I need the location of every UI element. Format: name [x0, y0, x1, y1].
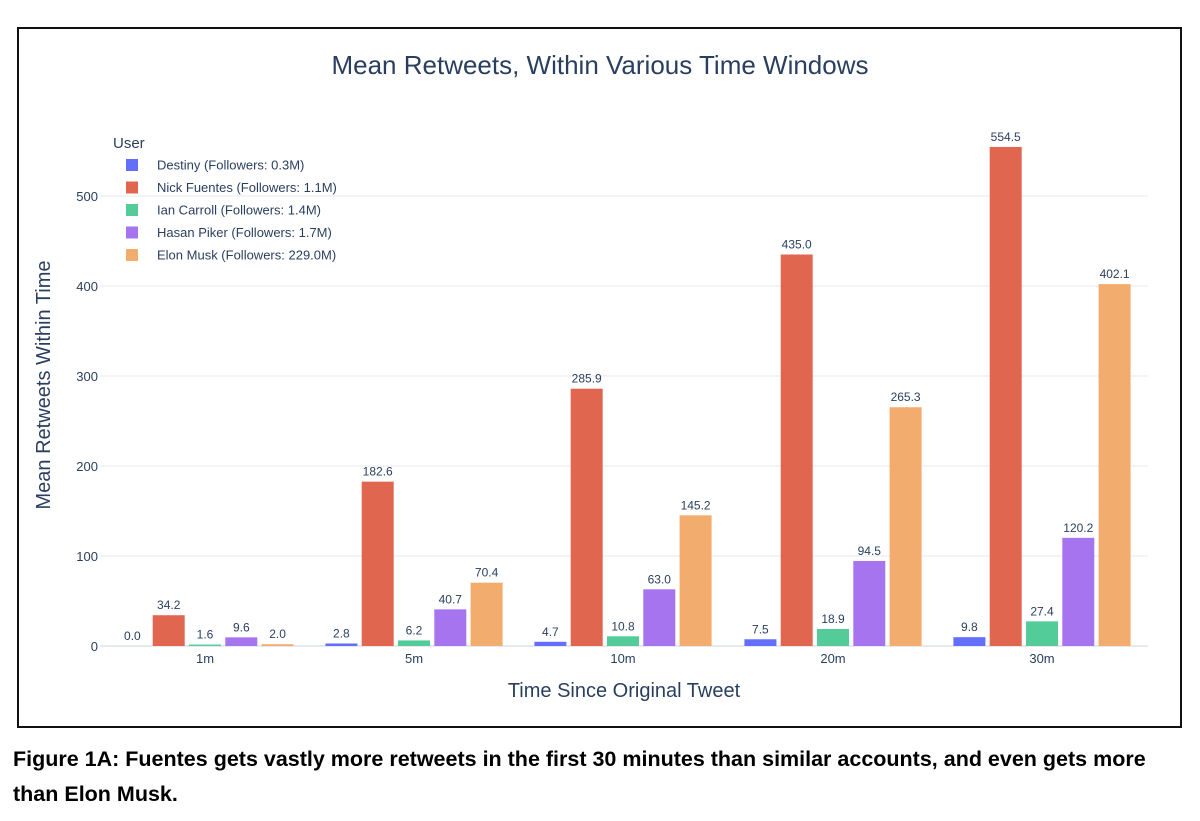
- bar-value-label: 9.8: [961, 620, 978, 634]
- y-tick-label: 100: [76, 549, 98, 564]
- bar-value-label: 435.0: [782, 238, 812, 252]
- bar-hasan-piker-30m[interactable]: [1062, 537, 1095, 646]
- legend-label: Nick Fuentes (Followers: 1.1M): [157, 180, 337, 195]
- y-tick-label: 0: [91, 639, 98, 654]
- legend-label: Ian Carroll (Followers: 1.4M): [157, 203, 321, 218]
- bar-series: [116, 146, 1131, 647]
- bar-nick-fuentes-20m[interactable]: [780, 254, 813, 647]
- bar-value-label: 0.0: [124, 629, 141, 643]
- series-nick-fuentes: [152, 146, 1022, 647]
- bar-hasan-piker-1m[interactable]: [225, 637, 258, 646]
- legend-item-elon-musk[interactable]: Elon Musk (Followers: 229.0M): [126, 248, 336, 263]
- bar-value-label: 402.1: [1100, 267, 1130, 281]
- bar-nick-fuentes-30m[interactable]: [989, 146, 1022, 646]
- bar-value-label: 7.5: [752, 622, 769, 636]
- x-axis-title: Time Since Original Tweet: [508, 680, 741, 702]
- y-tick-label: 200: [76, 459, 98, 474]
- legend-item-destiny[interactable]: Destiny (Followers: 0.3M): [126, 158, 304, 173]
- bar-value-label: 4.7: [542, 625, 559, 639]
- bar-elon-musk-1m[interactable]: [261, 644, 294, 646]
- y-axis-title: Mean Retweets Within Time: [33, 261, 55, 510]
- bar-ian-carroll-10m[interactable]: [607, 636, 639, 646]
- legend-swatch: [126, 226, 138, 239]
- bar-nick-fuentes-5m[interactable]: [361, 481, 394, 646]
- legend-item-ian-carroll[interactable]: Ian Carroll (Followers: 1.4M): [126, 203, 321, 218]
- bar-hasan-piker-5m[interactable]: [434, 609, 467, 646]
- bar-value-label: 63.0: [648, 572, 672, 586]
- bar-value-label: 27.4: [1030, 604, 1054, 618]
- bar-value-label: 2.8: [333, 626, 350, 640]
- bar-ian-carroll-30m[interactable]: [1026, 621, 1058, 646]
- bar-value-label: 9.6: [233, 620, 250, 634]
- bar-destiny-30m[interactable]: [953, 637, 986, 646]
- bar-ian-carroll-5m[interactable]: [398, 640, 430, 646]
- legend-title: User: [113, 135, 145, 152]
- bar-value-label: 2.0: [269, 627, 286, 641]
- x-tick-label-20m: 20m: [820, 651, 845, 666]
- bar-value-label: 120.2: [1063, 521, 1093, 535]
- y-tick-label: 400: [76, 279, 98, 294]
- bar-elon-musk-5m[interactable]: [470, 582, 503, 646]
- bar-value-label: 40.7: [439, 592, 463, 606]
- bar-value-label: 34.2: [157, 598, 181, 612]
- series-hasan-piker: [225, 537, 1095, 646]
- legend-swatch: [126, 204, 138, 216]
- bar-nick-fuentes-10m[interactable]: [570, 388, 603, 646]
- bar-value-label: 554.5: [991, 130, 1021, 144]
- legend-item-hasan-piker[interactable]: Hasan Piker (Followers: 1.7M): [126, 225, 332, 240]
- bar-value-label: 265.3: [891, 390, 921, 404]
- y-axis-ticks: 0 100 200 300 400 500: [76, 189, 98, 654]
- y-tick-label: 300: [76, 369, 98, 384]
- bar-hasan-piker-10m[interactable]: [643, 589, 676, 646]
- x-axis-ticks: 1m 5m 10m 20m 30m: [196, 651, 1055, 666]
- series-destiny: [116, 637, 986, 647]
- chart-title: Mean Retweets, Within Various Time Windo…: [331, 50, 868, 80]
- bar-elon-musk-30m[interactable]: [1098, 284, 1131, 646]
- bar-value-label: 182.6: [363, 465, 393, 479]
- series-elon-musk: [261, 284, 1131, 646]
- bar-nick-fuentes-1m[interactable]: [152, 615, 185, 646]
- legend-label: Destiny (Followers: 0.3M): [157, 158, 304, 173]
- legend-item-nick-fuentes[interactable]: Nick Fuentes (Followers: 1.1M): [126, 180, 337, 195]
- x-tick-label-1m: 1m: [196, 651, 214, 666]
- legend-label: Hasan Piker (Followers: 1.7M): [157, 225, 332, 240]
- bar-value-label: 18.9: [821, 612, 845, 626]
- legend-label: Elon Musk (Followers: 229.0M): [157, 248, 336, 263]
- bar-value-labels: 0.0 2.8 4.7 7.5 9.8 34.2 182.6 285.9 435.0 554.5 1…: [124, 130, 1130, 643]
- bar-destiny-5m[interactable]: [325, 643, 358, 646]
- x-tick-label-5m: 5m: [405, 651, 423, 666]
- series-ian-carroll: [189, 621, 1058, 646]
- bar-destiny-20m[interactable]: [744, 639, 777, 646]
- bar-destiny-10m[interactable]: [534, 641, 567, 646]
- legend-swatch: [126, 249, 138, 261]
- bar-elon-musk-20m[interactable]: [889, 407, 922, 646]
- legend-swatch: [126, 159, 138, 171]
- bar-value-label: 94.5: [858, 544, 882, 558]
- bar-value-label: 145.2: [681, 498, 711, 512]
- bar-elon-musk-10m[interactable]: [679, 515, 712, 646]
- legend: User Destiny (Followers: 0.3M) Nick Fuent…: [113, 135, 337, 263]
- bar-value-label: 6.2: [406, 623, 423, 637]
- x-tick-label-30m: 30m: [1029, 651, 1054, 666]
- legend-swatch: [126, 181, 138, 194]
- bar-ian-carroll-20m[interactable]: [817, 628, 849, 646]
- bar-value-label: 70.4: [475, 566, 499, 580]
- bar-value-label: 10.8: [611, 619, 635, 633]
- x-tick-label-10m: 10m: [610, 651, 635, 666]
- bar-ian-carroll-1m[interactable]: [189, 644, 221, 646]
- figure-caption: Figure 1A: Fuentes gets vastly more retw…: [13, 747, 1146, 806]
- bar-hasan-piker-20m[interactable]: [853, 560, 886, 646]
- bar-value-label: 1.6: [197, 628, 214, 642]
- y-tick-label: 500: [76, 189, 98, 204]
- bar-value-label: 285.9: [572, 372, 602, 386]
